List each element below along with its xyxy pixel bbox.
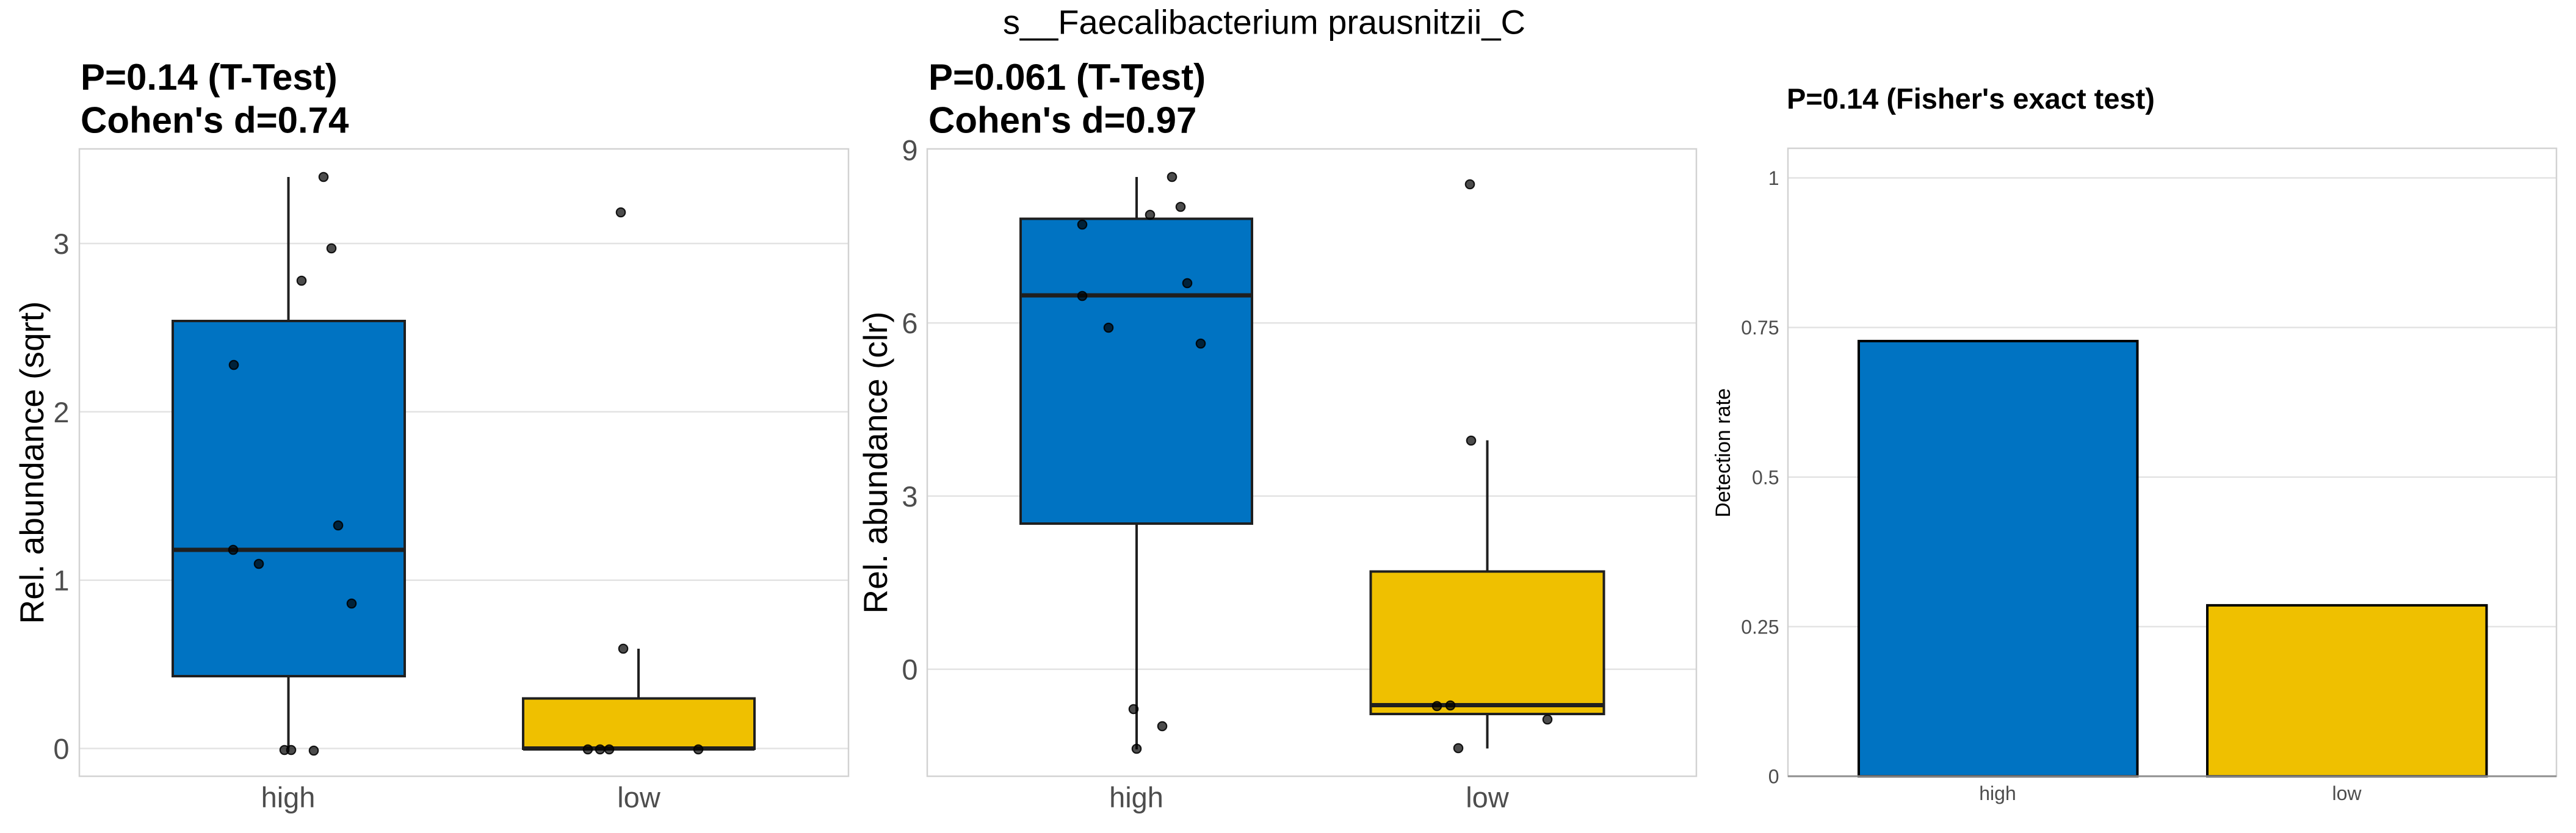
svg-text:0.75: 0.75 [1741,317,1779,339]
svg-text:3: 3 [902,480,917,513]
svg-text:low: low [1466,781,1510,813]
svg-text:P=0.061 (T-Test): P=0.061 (T-Test) [928,57,1206,98]
svg-text:0.5: 0.5 [1752,466,1779,488]
svg-text:0: 0 [1768,766,1779,788]
svg-text:Cohen's d=0.74: Cohen's d=0.74 [81,100,349,141]
svg-text:1: 1 [1768,167,1779,189]
svg-text:Cohen's d=0.97: Cohen's d=0.97 [928,100,1196,141]
svg-text:high: high [1979,782,2016,804]
svg-text:1: 1 [53,564,69,597]
svg-text:low: low [617,781,661,813]
svg-text:high: high [261,781,316,813]
svg-text:2: 2 [53,396,69,428]
svg-text:s__Faecalibacterium prausnitzi: s__Faecalibacterium prausnitzii_C [1003,3,1525,41]
svg-text:0: 0 [53,733,69,765]
svg-text:low: low [2332,782,2362,804]
svg-text:Rel. abundance (clr): Rel. abundance (clr) [856,311,894,613]
svg-text:Detection rate: Detection rate [1712,388,1735,517]
svg-text:high: high [1109,781,1163,813]
svg-text:0.25: 0.25 [1741,616,1779,638]
svg-text:3: 3 [53,228,69,260]
svg-text:0: 0 [902,654,917,686]
svg-text:P=0.14 (T-Test): P=0.14 (T-Test) [81,57,338,98]
svg-text:Rel. abundance (sqrt): Rel. abundance (sqrt) [13,301,51,624]
svg-text:P=0.14 (Fisher's exact test): P=0.14 (Fisher's exact test) [1787,82,2155,115]
svg-text:6: 6 [902,307,917,339]
svg-text:9: 9 [902,134,917,167]
